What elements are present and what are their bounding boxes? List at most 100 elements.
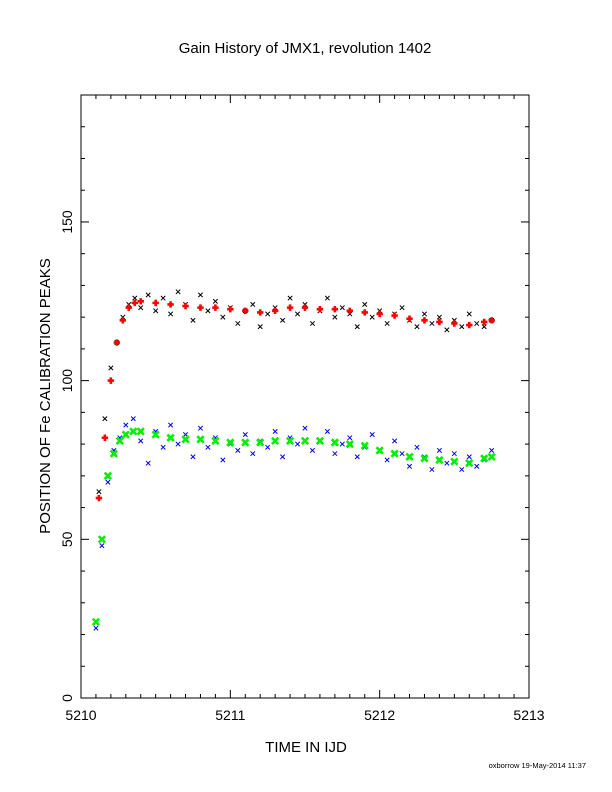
plot-area [80,94,530,699]
data-point [332,451,338,457]
x-tick-label: 5212 [364,707,395,723]
data-point [436,318,443,326]
data-point [361,309,368,316]
data-point [196,435,205,444]
data-point [153,308,159,314]
data-point [212,304,219,311]
series-0 [96,289,495,495]
data-point [369,314,375,320]
data-point [280,454,286,460]
data-point [138,438,144,444]
data-point [474,320,480,327]
data-point [115,436,124,446]
data-point [354,454,360,460]
data-point [175,441,181,447]
data-point [459,324,465,330]
data-point [242,307,249,315]
data-point [391,312,398,319]
data-point [138,305,144,311]
data-point [436,314,442,320]
data-point [309,320,316,327]
data-point [346,307,353,315]
data-point [369,432,375,438]
data-point [287,295,293,301]
data-point [375,446,384,455]
data-point [265,311,271,317]
x-axis: 5210 5211 5212 5213 [65,95,545,723]
data-point [137,298,144,305]
data-point [300,436,310,446]
plot-frame [80,94,530,699]
data-point [190,317,196,323]
data-point [466,321,473,329]
data-point [131,299,138,307]
data-point [421,311,428,317]
data-point [309,447,316,454]
data-point [345,439,354,449]
data-point [227,306,234,313]
data-point [197,292,204,298]
data-point [362,301,368,308]
data-point [390,449,399,458]
data-point [271,436,280,446]
data-point [167,301,174,308]
data-point [145,460,151,466]
data-point [235,447,241,454]
data-point [444,460,450,466]
data-point [97,535,107,544]
data-point [125,304,132,311]
x-axis-label: TIME IN IJD [265,739,347,756]
data-point [242,432,248,438]
footer-credit: oxborrow 19-May-2014 11:37 [489,761,586,770]
data-point [286,304,294,311]
data-point [354,324,360,330]
data-point [113,339,121,346]
data-point [181,435,190,444]
data-point [481,318,488,326]
data-point [459,466,465,473]
data-point [160,295,166,301]
data-point [205,444,211,450]
data-point [280,317,286,323]
y-tick-label: 50 [59,531,75,547]
data-point [444,327,450,333]
data-point [347,435,353,441]
data-point [145,292,151,298]
data-point [481,324,487,330]
data-point [160,444,166,450]
data-point [480,454,489,463]
data-point [107,377,115,384]
data-point [450,457,459,466]
data-point [414,444,420,450]
data-point [105,479,111,485]
x-tick-label: 5213 [513,707,544,723]
data-point [102,416,108,422]
data-point [108,365,114,371]
data-point [330,438,339,447]
data-point [220,457,226,463]
data-point [285,436,295,446]
data-point [406,315,413,322]
data-point [129,427,138,436]
y-tick-label: 0 [59,694,75,702]
y-tick-label: 150 [59,210,75,234]
data-point [465,459,474,468]
data-point [406,463,413,469]
data-point [384,320,390,327]
data-point [429,466,435,473]
data-point [182,302,189,310]
series-3 [91,427,496,626]
data-point [121,430,130,439]
series-1 [95,298,495,502]
data-point [103,471,112,480]
data-point [331,306,339,313]
data-point [339,305,345,311]
data-point [316,306,324,313]
data-point [414,324,420,330]
data-point [168,422,174,428]
data-point [421,317,428,324]
data-point [339,441,345,447]
data-point [220,314,226,320]
data-point [101,434,109,441]
